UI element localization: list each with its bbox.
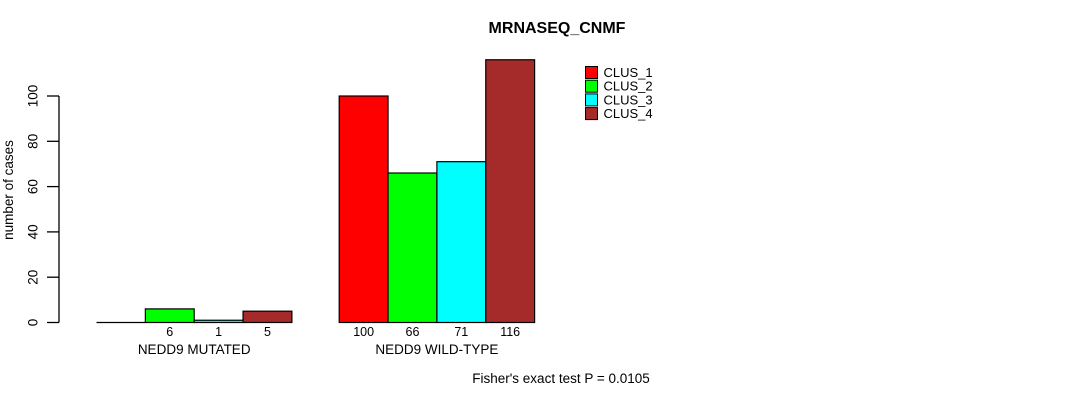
bar-value-label: 100	[353, 325, 374, 339]
legend-swatch-clus_2	[585, 79, 598, 93]
bar-nedd9-wild-type-clus_4	[485, 59, 536, 324]
bar-nedd9-mutated-clus_2	[144, 308, 195, 324]
bar-value-label: 116	[500, 325, 520, 339]
y-tick-label: 80	[26, 134, 41, 149]
y-tick-label: 0	[26, 319, 41, 327]
y-axis-title: number of cases	[1, 140, 16, 240]
legend-swatch-clus_4	[585, 107, 598, 121]
bar-value-label: 1	[215, 325, 222, 339]
legend-swatch-clus_1	[585, 66, 598, 79]
legend-swatch-clus_3	[585, 93, 598, 107]
y-tick-label: 40	[26, 224, 41, 239]
group-label-nedd9-wild-type: NEDD9 WILD-TYPE	[375, 342, 498, 357]
y-tick-label: 100	[26, 85, 41, 108]
bar-value-label: 6	[166, 325, 173, 339]
legend-label-clus_1: CLUS_1	[604, 65, 653, 80]
y-tick-label: 60	[26, 179, 41, 194]
bar-value-label: 5	[264, 325, 271, 339]
bar-nedd9-wild-type-clus_1	[338, 95, 389, 324]
bar-nedd9-wild-type-clus_3	[436, 161, 487, 324]
bar-value-label: 71	[454, 325, 468, 339]
y-tick-label: 20	[26, 270, 41, 285]
fisher-test-note: Fisher's exact test P = 0.0105	[472, 371, 650, 386]
legend-label-clus_4: CLUS_4	[604, 106, 653, 121]
legend-label-clus_3: CLUS_3	[604, 92, 653, 107]
legend-label-clus_2: CLUS_2	[604, 79, 653, 94]
group-label-nedd9-mutated: NEDD9 MUTATED	[138, 342, 251, 357]
bar-value-label: 66	[406, 325, 420, 339]
bar-nedd9-wild-type-clus_2	[387, 172, 438, 324]
chart-title: MRNASEQ_CNMF	[488, 20, 626, 37]
bar-nedd9-mutated-clus_4	[242, 310, 293, 324]
bar-nedd9-mutated-clus_3	[193, 319, 244, 324]
